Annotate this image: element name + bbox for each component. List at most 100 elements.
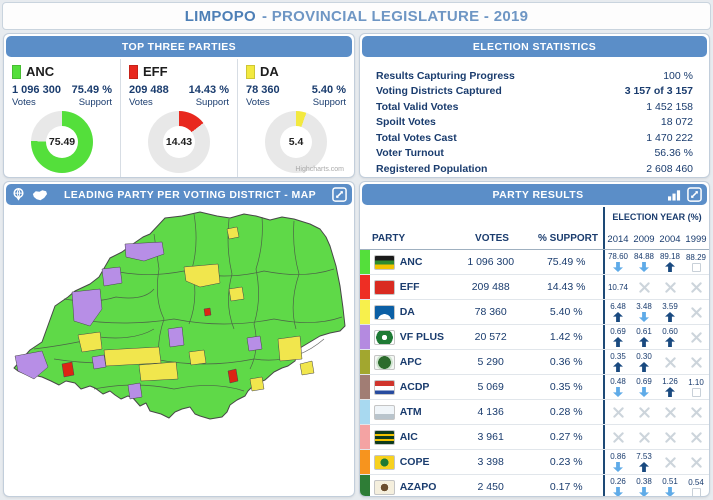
party-support: 0.17 % [549, 481, 583, 493]
stat-row: Total Valid Votes 1 452 158 [376, 99, 693, 115]
history-cell-2014: 0.69 [605, 325, 631, 349]
stat-label: Voter Turnout [376, 147, 444, 160]
history-cell-2004 [657, 400, 683, 424]
history-cell-2004 [657, 275, 683, 299]
history-value: 0.30 [636, 352, 652, 361]
stat-label: Registered Population [376, 162, 488, 175]
history-cell-2009: 7.53 [631, 450, 657, 474]
top-three-parties-panel: TOP THREE PARTIES ANC 1 096 300 Votes 75.49… [3, 33, 355, 178]
party-results-row-da[interactable]: DA 78 360 5.40 % 6.48 3.48 3.59 [360, 300, 709, 325]
apc-logo-icon [373, 354, 395, 370]
donut-chart-eff[interactable]: 14.43 [148, 111, 210, 173]
history-cell-2014: 10.74 [605, 275, 631, 299]
party-results-row-anc[interactable]: ANC 1 096 300 75.49 % 78.60 84.88 89.18 88.29 [360, 250, 709, 275]
increase-arrow-icon [665, 262, 675, 272]
stat-value: 18 072 [660, 116, 693, 129]
decrease-arrow-icon [613, 387, 623, 397]
party-results-row-acdp[interactable]: ACDP 5 069 0.35 % 0.48 0.69 1.26 1.10 [360, 375, 709, 400]
da-districts [77, 226, 315, 392]
no-data-x-icon [612, 431, 624, 443]
history-cell-2004: 89.18 [657, 250, 683, 274]
stat-row: Total Votes Cast 1 470 222 [376, 130, 693, 146]
year-column-2014: 2014 [607, 234, 629, 245]
history-cell-2009: 3.48 [631, 300, 657, 324]
party-votes: 5 290 [477, 356, 504, 368]
support-label: Support [312, 97, 346, 108]
support-label: Support [195, 97, 229, 108]
decrease-arrow-icon [613, 462, 623, 472]
history-value: 0.35 [610, 352, 626, 361]
no-data-x-icon [690, 331, 702, 343]
history-cell-2009: 0.30 [631, 350, 657, 374]
stat-row: Registered Population 2 608 460 [376, 161, 693, 177]
history-cell-2009: 0.38 [631, 475, 657, 496]
party-votes: 5 069 [477, 381, 504, 393]
party-column-eff: EFF 209 488 Votes 14.43 % Support 14.43 [121, 59, 238, 177]
aic-logo-icon [373, 429, 395, 445]
year-column-2004: 2004 [659, 234, 681, 245]
history-value: 6.48 [610, 302, 626, 311]
party-results-row-aic[interactable]: AIC 3 961 0.27 % [360, 425, 709, 450]
party-support: 0.28 % [549, 406, 583, 418]
donut-chart-da[interactable]: 5.4 [265, 111, 327, 173]
support-value: 14.43 % [188, 84, 229, 96]
expand-icon[interactable] [332, 187, 347, 202]
history-cell-1999 [683, 300, 709, 324]
party-support: 0.36 % [549, 356, 583, 368]
party-column-anc: ANC 1 096 300 Votes 75.49 % Support 75.49 [4, 59, 121, 177]
party-color-strip [360, 400, 370, 424]
highcharts-watermark[interactable]: Highcharts.com [295, 166, 344, 173]
map-panel-title: LEADING PARTY PER VOTING DISTRICT - MAP [63, 188, 317, 201]
anc-logo-icon [373, 254, 395, 270]
history-cell-2009 [631, 425, 657, 449]
stat-row: Results Capturing Progress 100 % [376, 68, 693, 84]
stat-value: 1 470 222 [646, 131, 693, 144]
year-column-1999: 1999 [685, 234, 707, 245]
history-cell-2009: 0.61 [631, 325, 657, 349]
top-three-parties-title: TOP THREE PARTIES [121, 40, 237, 53]
history-value: 0.61 [636, 327, 652, 336]
party-name: ATM [399, 406, 422, 418]
stat-row: Voting Districts Captured 3 157 of 3 157 [376, 84, 693, 100]
stat-label: Total Valid Votes [376, 100, 459, 113]
history-cell-2014: 0.26 [605, 475, 631, 496]
history-cell-2004 [657, 425, 683, 449]
acdp-logo-icon [373, 379, 395, 395]
election-statistics-panel: ELECTION STATISTICS Results Capturing Pr… [359, 33, 710, 178]
bar-chart-icon[interactable] [667, 188, 682, 201]
history-cell-2004: 3.59 [657, 300, 683, 324]
da-logo-icon [373, 304, 395, 320]
voting-district-map[interactable] [4, 207, 354, 439]
eff-logo-icon [373, 279, 395, 295]
party-results-row-apc[interactable]: APC 5 290 0.36 % 0.35 0.30 [360, 350, 709, 375]
history-value: 7.53 [636, 452, 652, 461]
donut-value: 75.49 [48, 136, 76, 148]
history-cell-1999: 88.29 [683, 250, 709, 274]
party-results-row-azapo[interactable]: AZAPO 2 450 0.17 % 0.26 0.38 0.51 0.54 [360, 475, 709, 496]
history-cell-1999 [683, 275, 709, 299]
no-change-box-icon [691, 262, 701, 272]
donut-value: 5.4 [288, 136, 304, 148]
south-africa-map-icon[interactable] [31, 188, 48, 202]
party-results-row-vfplus[interactable]: VF PLUS 20 572 1.42 % 0.69 0.61 0.60 [360, 325, 709, 350]
party-results-row-atm[interactable]: ATM 4 136 0.28 % [360, 400, 709, 425]
party-color-strip [360, 325, 370, 349]
party-votes: 78 360 [474, 306, 507, 318]
no-data-x-icon [690, 356, 702, 368]
history-cell-1999 [683, 450, 709, 474]
donut-chart-anc[interactable]: 75.49 [31, 111, 93, 173]
no-data-x-icon [690, 431, 702, 443]
stat-value: 56.36 % [654, 147, 693, 160]
history-cell-1999: 0.54 [683, 475, 709, 496]
party-name: VF PLUS [399, 331, 445, 343]
party-support: 5.40 % [549, 306, 583, 318]
party-color-strip [360, 275, 370, 299]
map-panel-header: LEADING PARTY PER VOTING DISTRICT - MAP [6, 184, 352, 205]
support-label: Support [78, 97, 112, 108]
party-results-row-eff[interactable]: EFF 209 488 14.43 % 10.74 [360, 275, 709, 300]
party-results-row-cope[interactable]: COPE 3 398 0.23 % 0.86 7.53 [360, 450, 709, 475]
expand-icon[interactable] [687, 187, 702, 202]
election-year-columns: 2014 2009 2004 1999 [605, 234, 709, 245]
globe-pin-icon[interactable] [11, 187, 26, 202]
party-name: ANC [399, 256, 423, 268]
